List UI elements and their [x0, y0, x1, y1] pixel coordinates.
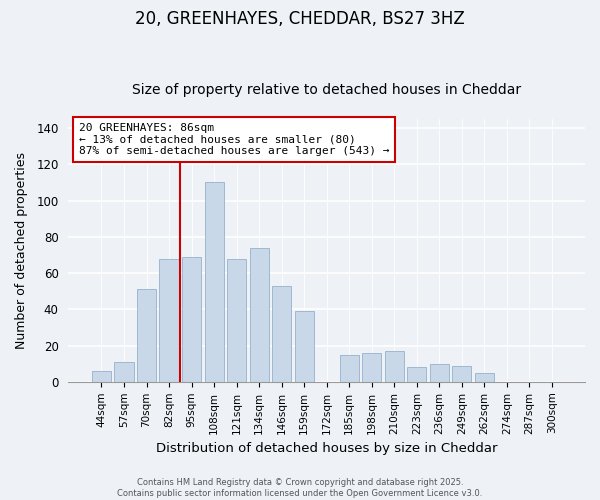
Bar: [137, 290, 156, 382]
Bar: [227, 258, 246, 382]
Y-axis label: Number of detached properties: Number of detached properties: [15, 152, 28, 349]
Text: 20 GREENHAYES: 86sqm
← 13% of detached houses are smaller (80)
87% of semi-detac: 20 GREENHAYES: 86sqm ← 13% of detached h…: [79, 123, 389, 156]
Bar: [115, 362, 134, 382]
Bar: [250, 248, 269, 382]
Bar: [407, 368, 427, 382]
Bar: [272, 286, 291, 382]
X-axis label: Distribution of detached houses by size in Cheddar: Distribution of detached houses by size …: [156, 442, 497, 455]
Bar: [205, 182, 224, 382]
Text: Contains HM Land Registry data © Crown copyright and database right 2025.
Contai: Contains HM Land Registry data © Crown c…: [118, 478, 482, 498]
Title: Size of property relative to detached houses in Cheddar: Size of property relative to detached ho…: [132, 83, 521, 97]
Bar: [92, 371, 111, 382]
Bar: [182, 257, 201, 382]
Bar: [430, 364, 449, 382]
Bar: [160, 258, 179, 382]
Bar: [340, 354, 359, 382]
Bar: [295, 311, 314, 382]
Bar: [385, 351, 404, 382]
Bar: [362, 353, 382, 382]
Text: 20, GREENHAYES, CHEDDAR, BS27 3HZ: 20, GREENHAYES, CHEDDAR, BS27 3HZ: [135, 10, 465, 28]
Bar: [452, 366, 472, 382]
Bar: [475, 373, 494, 382]
